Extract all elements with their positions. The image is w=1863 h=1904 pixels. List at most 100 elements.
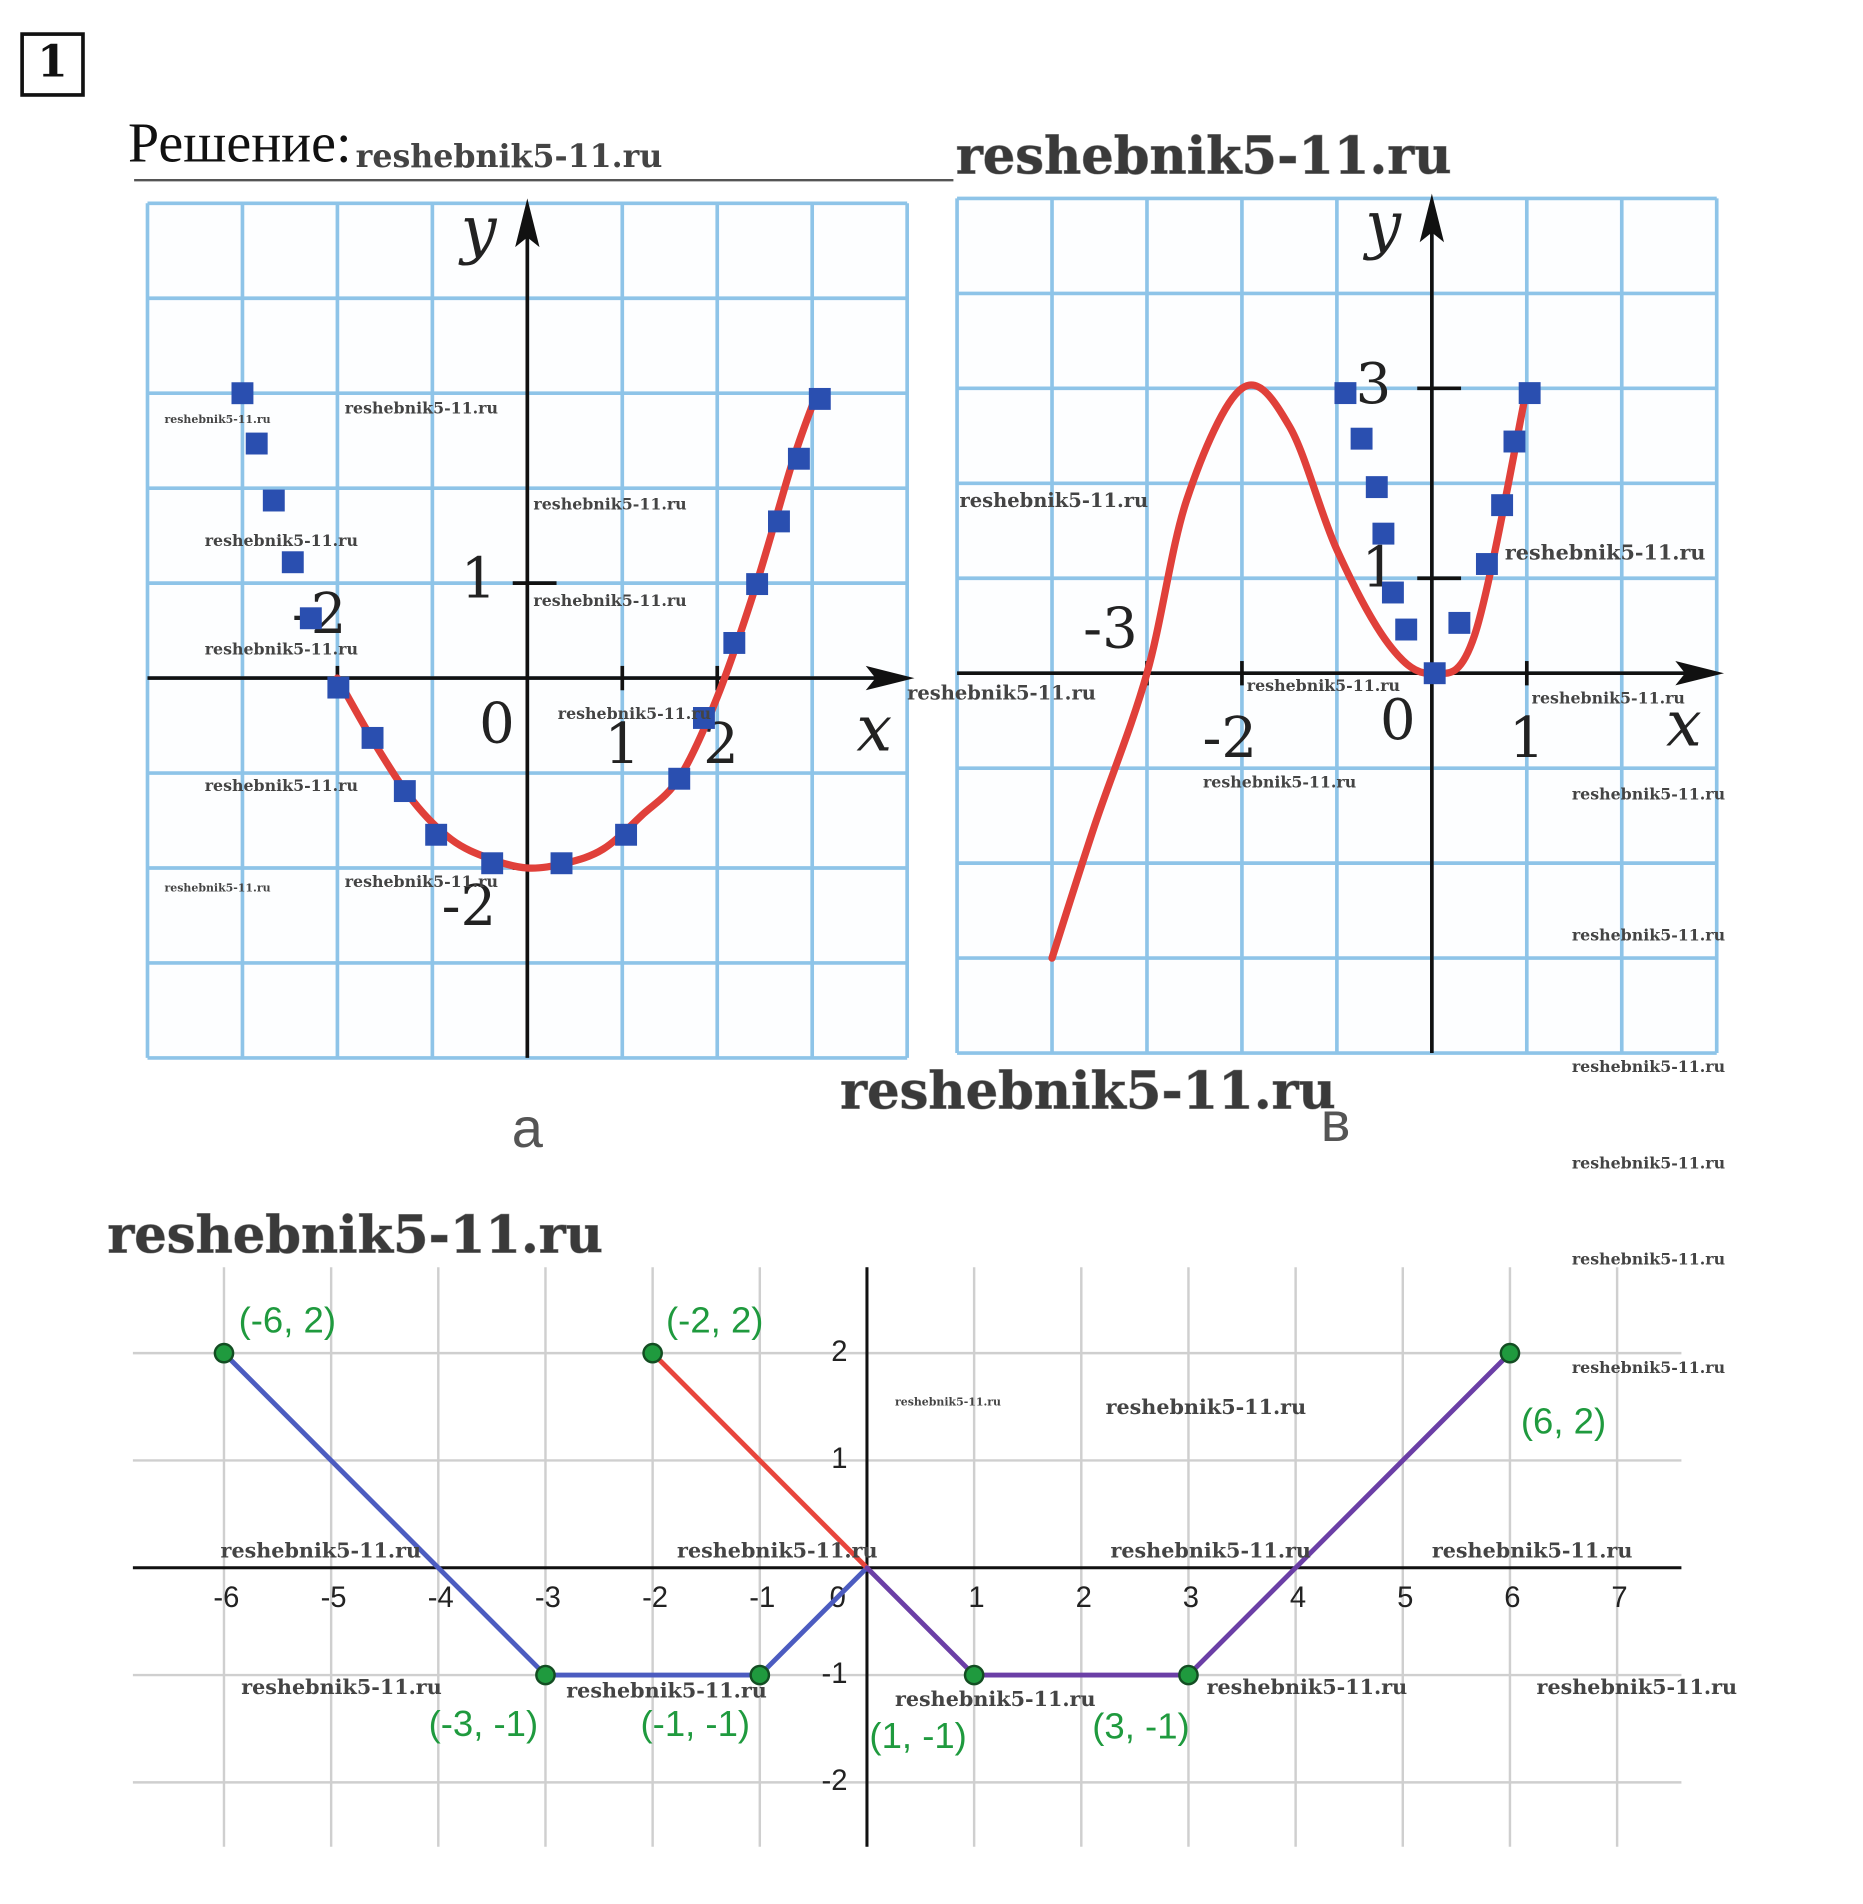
x-tick-label: 1 xyxy=(1509,706,1545,771)
data-marker xyxy=(1518,382,1541,405)
watermark: reshebnik5-11.ru xyxy=(533,495,686,514)
x-tick-label: -5 xyxy=(321,1582,347,1614)
point-label: (1, -1) xyxy=(869,1715,966,1756)
x-tick-label: 4 xyxy=(1290,1582,1306,1614)
data-marker xyxy=(327,676,350,699)
point xyxy=(213,1342,235,1364)
line xyxy=(650,1350,870,1571)
point-label: (-1, -1) xyxy=(640,1703,750,1744)
x-tick-label: -3 xyxy=(535,1582,561,1614)
y-tick-label: 1 xyxy=(461,547,497,612)
data-marker xyxy=(1334,382,1357,405)
data-marker xyxy=(1350,427,1373,450)
point-label: (-3, -1) xyxy=(429,1703,539,1744)
point-label: (3, -1) xyxy=(1092,1705,1189,1746)
watermark: reshebnik5-11.ru xyxy=(566,1679,767,1703)
point xyxy=(963,1664,985,1686)
point-label: (-6, 2) xyxy=(239,1299,336,1340)
watermark: reshebnik5-11.ru xyxy=(1572,784,1725,803)
data-marker xyxy=(1423,662,1446,685)
data-marker xyxy=(1475,553,1498,575)
data-marker xyxy=(231,382,254,405)
y-axis-arrow xyxy=(515,198,540,248)
watermark: reshebnik5-11.ru xyxy=(907,681,1096,704)
data-marker xyxy=(550,852,573,875)
problem-number: 1 xyxy=(37,37,68,88)
x-tick-label: -2 xyxy=(642,1582,668,1614)
x-tick-label: -1 xyxy=(749,1582,775,1614)
watermark: reshebnik5-11.ru xyxy=(205,531,358,550)
origin-label: 0 xyxy=(479,691,515,756)
x-tick-label: 6 xyxy=(1504,1582,1520,1614)
watermark: reshebnik5-11.ru xyxy=(1207,1675,1408,1699)
data-marker xyxy=(281,551,304,574)
point xyxy=(1178,1664,1199,1686)
y-tick-label: -1 xyxy=(822,1658,848,1690)
x-axis-label: x xyxy=(856,692,892,766)
watermark: reshebnik5-11.ru xyxy=(895,1687,1096,1711)
watermark: reshebnik5-11.ru xyxy=(165,882,271,895)
point xyxy=(1499,1342,1521,1364)
watermark: reshebnik5-11.ru xyxy=(1110,1539,1311,1563)
y-axis-label: y xyxy=(1362,188,1402,262)
y-tick-label: -2 xyxy=(822,1765,848,1797)
data-marker xyxy=(425,823,448,846)
data-marker xyxy=(1503,430,1526,453)
data-marker xyxy=(723,631,746,654)
data-marker xyxy=(692,707,715,729)
watermark: reshebnik5-11.ru xyxy=(1432,1539,1633,1563)
x-tick-label: -3 xyxy=(1083,597,1138,662)
watermark: reshebnik5-11.ru xyxy=(558,704,711,723)
y-axis-arrow xyxy=(1419,193,1445,243)
x-tick-label: 5 xyxy=(1397,1582,1413,1614)
data-marker xyxy=(262,489,285,512)
data-marker xyxy=(615,823,638,846)
watermark: reshebnik5-11.ru xyxy=(1572,1250,1725,1269)
data-marker xyxy=(393,780,416,803)
watermark: reshebnik5-11.ru xyxy=(345,399,498,418)
x-axis-arrow xyxy=(1675,661,1725,686)
line xyxy=(221,1350,870,1678)
watermark: reshebnik5-11.ru xyxy=(1106,1395,1307,1419)
watermark: reshebnik5-11.ru xyxy=(356,138,663,175)
watermark: reshebnik5-11.ru xyxy=(677,1539,878,1563)
x-tick-label: 1 xyxy=(604,712,640,777)
caption: а xyxy=(512,1096,544,1159)
watermark: reshebnik5-11.ru xyxy=(1532,688,1685,707)
watermark: reshebnik5-11.ru xyxy=(1572,1057,1725,1076)
watermark: reshebnik5-11.ru xyxy=(1537,1675,1738,1699)
y-tick-label: 1 xyxy=(831,1443,847,1475)
point xyxy=(749,1664,771,1686)
watermark: reshebnik5-11.ru xyxy=(165,413,271,426)
data-marker xyxy=(1365,476,1388,499)
caption: в xyxy=(1321,1090,1351,1153)
point-label: (6, 2) xyxy=(1521,1400,1606,1441)
x-tick-label: 2 xyxy=(1076,1582,1092,1614)
x-tick-label: -2 xyxy=(1202,706,1257,771)
watermark: reshebnik5-11.ru xyxy=(1247,676,1400,695)
data-marker xyxy=(481,852,504,875)
y-tick-label: 3 xyxy=(1356,352,1392,417)
x-tick-label: 3 xyxy=(1183,1582,1199,1614)
data-marker xyxy=(787,447,810,470)
data-marker xyxy=(808,387,831,410)
data-marker xyxy=(1395,618,1418,641)
watermark: reshebnik5-11.ru xyxy=(241,1675,442,1699)
x-tick-label: 7 xyxy=(1611,1582,1627,1614)
y-axis-label: y xyxy=(458,192,498,266)
watermark: reshebnik5-11.ru xyxy=(1572,1153,1725,1172)
heading: Решение: xyxy=(128,112,352,174)
data-marker xyxy=(299,607,322,630)
x-tick-label: -6 xyxy=(213,1582,239,1614)
watermark: reshebnik5-11.ru xyxy=(533,591,686,610)
watermark: reshebnik5-11.ru xyxy=(221,1539,422,1563)
y-tick-label: -2 xyxy=(442,874,497,939)
watermark: reshebnik5-11.ru xyxy=(345,872,498,891)
data-marker xyxy=(668,767,691,790)
number-box xyxy=(20,32,85,97)
watermark: reshebnik5-11.ru xyxy=(1572,926,1725,945)
